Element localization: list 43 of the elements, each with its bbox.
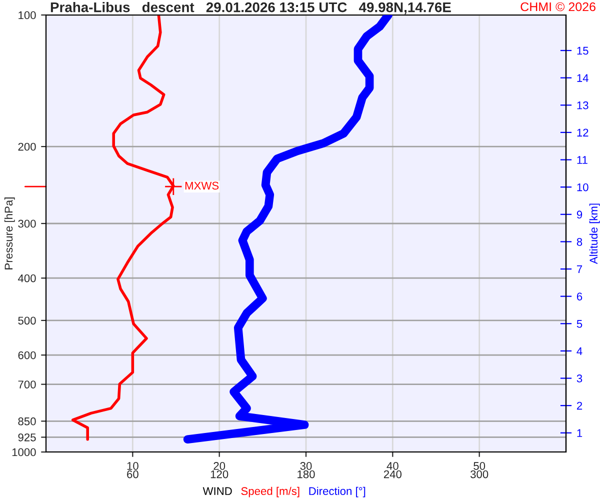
x-tick-label: 40 [386,462,398,470]
x-axis-title: WIND [202,487,232,495]
y-tick-label: 400 [18,274,36,282]
y2-tick-label: 10 [577,183,588,192]
text: Speed [m/s] [241,486,300,498]
x-tick-label: 30 [300,462,312,470]
annotation: MXWS [185,182,219,190]
x2-tick-label: 300 [470,470,488,478]
y-tick-label: 300 [18,220,36,228]
y2-tick-label: 1 [577,429,582,437]
y2-tick-label: 11 [577,156,588,164]
text: CHMI © 2026 [520,2,596,12]
y-tick-label: 700 [18,380,36,388]
y2-tick-label: 7 [576,265,582,274]
chart-title: Praha-Libus descent 29.01.2026 13:15 UTC 49.98N,14.76E [50,2,451,14]
y2-tick-label: 2 [576,402,582,410]
y2-tick-label: 14 [577,74,588,82]
y2-tick-label: 3 [576,374,582,382]
y2-tick-label: 4 [576,347,582,355]
y-tick-label: 600 [18,351,36,360]
x-tick-label: 50 [474,462,486,470]
y2-tick-label: 9 [576,210,582,219]
y-axis-title: Pressure [hPa] [4,198,15,270]
y2-tick-label: 8 [576,238,582,246]
x-tick-label: 20 [214,462,226,470]
text: Direction [°] [309,486,366,498]
y2-tick-label: 12 [577,128,588,136]
y2-tick-label: 5 [576,320,582,328]
x2-tick-label: 120 [210,470,228,478]
y2-axis-title: Altitude [km] [589,204,600,264]
x2-tick-label: 180 [298,470,315,478]
x2-tick-label: 240 [384,470,402,478]
x-tick-label: 10 [127,462,138,470]
x2-tick-label: 60 [127,470,138,478]
y-tick-label: 925 [18,433,36,442]
y2-tick-label: 6 [576,292,582,300]
y2-tick-label: 15 [577,46,588,55]
y-tick-label: 100 [18,11,36,20]
y-tick-label: 850 [18,417,36,426]
y-tick-label: 1000 [12,448,36,456]
y-tick-label: 500 [18,316,36,325]
y-tick-label: 200 [18,142,36,151]
y2-tick-label: 13 [577,101,588,110]
